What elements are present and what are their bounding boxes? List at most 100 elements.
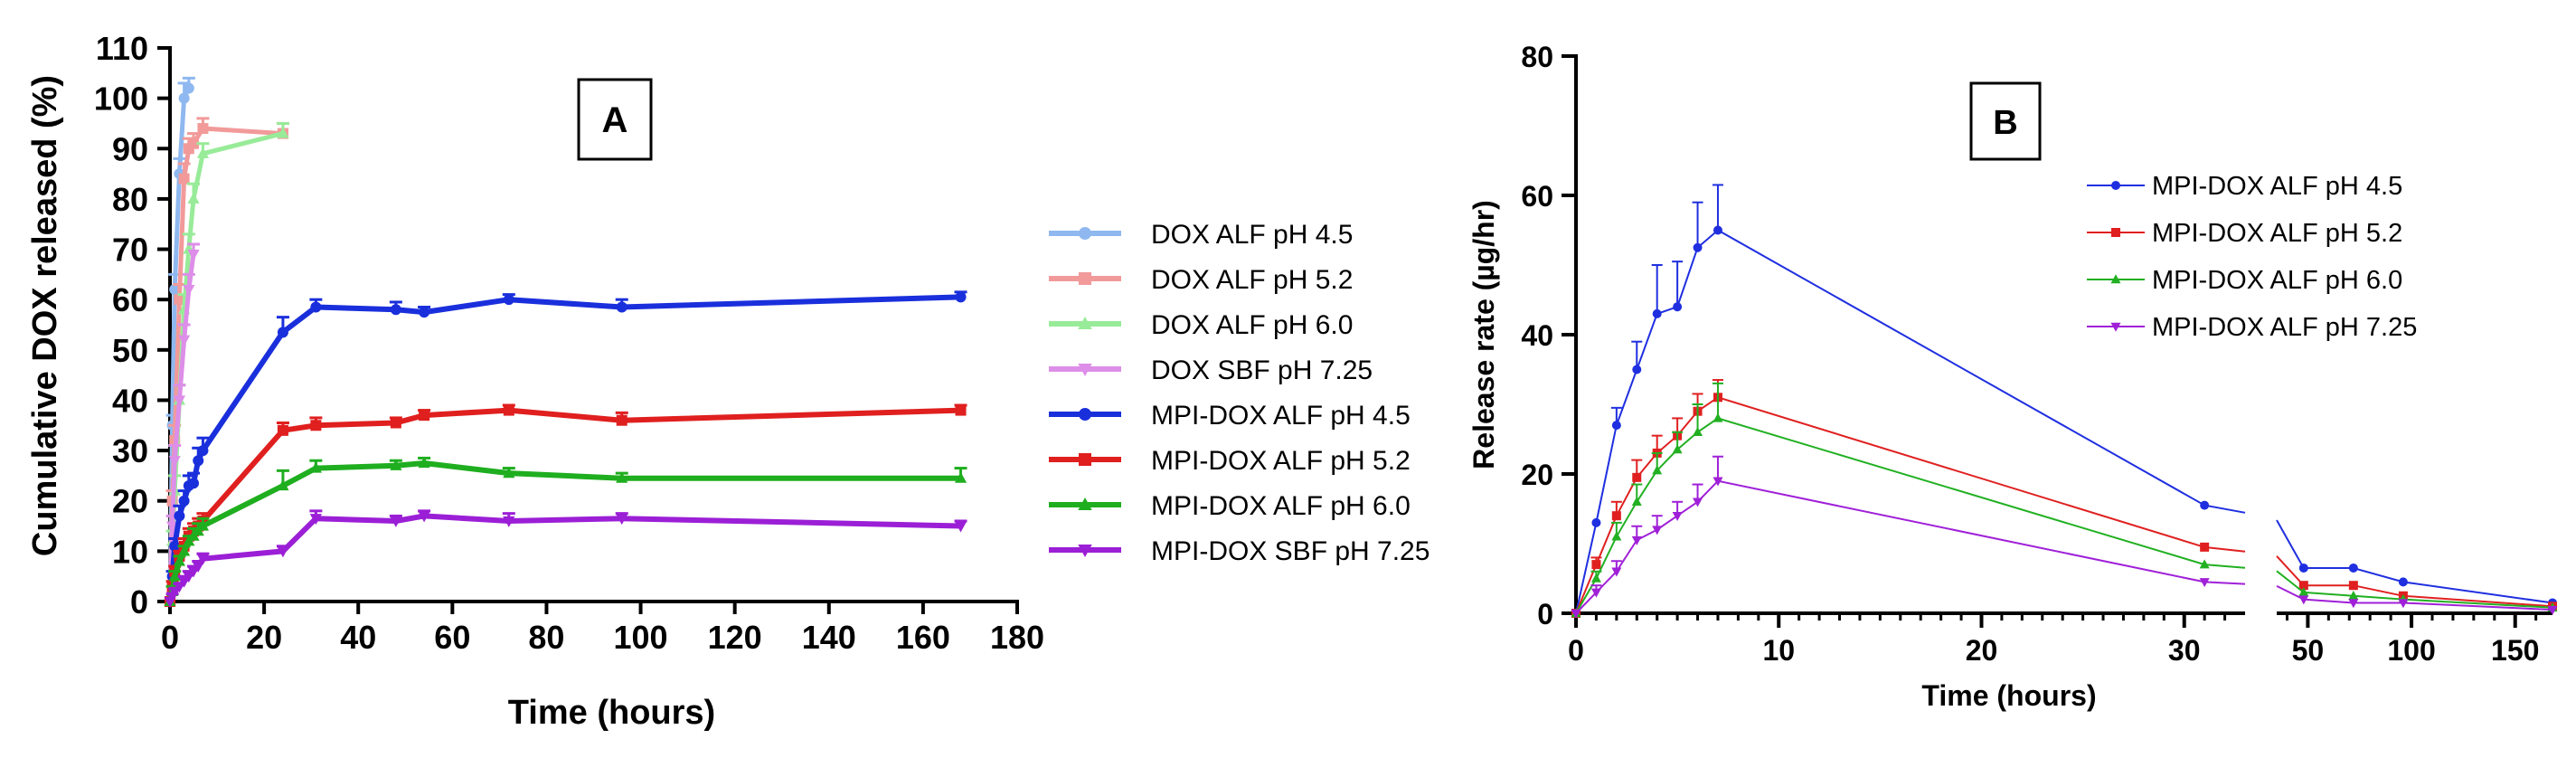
data-point-b: [1611, 421, 1621, 431]
y-tick-label-b: 80: [1521, 41, 1553, 73]
x-tick-label-b: 30: [2168, 634, 2201, 667]
data-point-a: [166, 521, 179, 533]
panel-b-label: B: [1993, 104, 2017, 142]
legend-a-marker: [1079, 227, 1091, 240]
series-b-line: [2276, 570, 2553, 609]
data-point-a: [310, 301, 322, 313]
y-tick-label-b: 20: [1521, 459, 1553, 491]
y-tick-label-a: 20: [112, 483, 148, 520]
x-tick-label-b: 50: [2292, 634, 2325, 667]
x-tick-label-a: 0: [161, 619, 179, 656]
y-axis-title-b: Release rate (µg/hr): [1467, 200, 1500, 469]
x-tick-label-a: 40: [340, 619, 376, 656]
x-tick-label-a: 180: [990, 619, 1044, 656]
data-point-b: [1571, 609, 1581, 619]
data-point-a: [277, 127, 289, 138]
legend-a-label: DOX ALF pH 6.0: [1151, 310, 1353, 340]
series-a-line: [167, 460, 961, 602]
legend-a-label: MPI-DOX ALF pH 4.5: [1151, 401, 1411, 431]
data-point-a: [419, 307, 430, 318]
y-tick-label-a: 60: [112, 281, 148, 318]
legend-a-marker: [1079, 453, 1091, 466]
data-point-a: [183, 284, 195, 296]
data-point-b: [2199, 578, 2210, 588]
data-point-a: [616, 301, 627, 313]
x-axis-title-b: Time (hours): [1921, 679, 2096, 712]
data-point-a: [503, 467, 515, 478]
data-point-b: [1713, 477, 1723, 487]
data-point-a: [390, 417, 401, 429]
legend-b-marker: [2110, 322, 2121, 332]
data-point-b: [1590, 573, 1601, 583]
data-point-a: [616, 471, 628, 483]
data-point-b: [2348, 581, 2358, 591]
data-point-b: [2348, 591, 2359, 600]
legend-a-label: MPI-DOX SBF pH 7.25: [1151, 536, 1430, 566]
series-b-line: [1575, 229, 2246, 614]
y-tick-label-a: 110: [96, 30, 148, 67]
data-point-a: [309, 514, 322, 526]
data-point-a: [178, 173, 190, 185]
data-point-a: [955, 404, 967, 416]
x-tick-label-b: 150: [2491, 634, 2539, 667]
series-b-0: [1571, 184, 2557, 618]
legend-b: MPI-DOX ALF pH 4.5 MPI-DOX ALF pH 5.2 MPI-…: [2087, 172, 2417, 342]
data-point-b: [2298, 595, 2309, 605]
legend-a-label: DOX ALF pH 5.2: [1151, 265, 1353, 295]
data-point-b: [2200, 500, 2210, 510]
x-axis-title-a: Time (hours): [508, 694, 715, 732]
data-point-a: [955, 291, 967, 303]
data-point-a: [168, 586, 181, 598]
series-b-3: [1571, 455, 2558, 619]
x-tick-label-a: 100: [614, 619, 668, 656]
y-axis-title-a: Cumulative DOX released (%): [26, 75, 64, 556]
data-point-b: [2547, 605, 2558, 615]
series-a-7: [164, 509, 967, 608]
data-point-a: [187, 250, 200, 261]
data-point-a: [197, 123, 209, 135]
legend-b-label: MPI-DOX ALF pH 6.0: [2152, 266, 2402, 295]
series-b-line: [2276, 519, 2553, 604]
data-point-a: [183, 572, 195, 583]
y-tick-label-a: 0: [130, 583, 148, 621]
data-point-a: [277, 479, 289, 491]
data-point-b: [1632, 365, 1642, 374]
series-a-line: [167, 294, 961, 602]
data-point-b: [2398, 577, 2408, 587]
data-point-b: [1611, 511, 1621, 521]
data-point-a: [390, 459, 402, 470]
y-tick-label-b: 0: [1537, 598, 1553, 630]
data-point-b: [2298, 587, 2309, 597]
data-point-a: [503, 294, 514, 306]
series-b-line: [1575, 479, 2246, 614]
data-point-b: [2348, 599, 2359, 609]
legend-a-marker: [1078, 316, 1092, 329]
x-tick-label-a: 80: [528, 619, 564, 656]
legend-a-marker: [1079, 272, 1091, 285]
x-tick-label-a: 60: [434, 619, 470, 656]
data-point-b: [1652, 308, 1662, 318]
data-point-b: [1591, 560, 1601, 570]
series-b-line: [1575, 417, 2246, 614]
data-point-b: [2398, 599, 2409, 609]
data-point-a: [169, 284, 181, 296]
data-point-a: [187, 566, 200, 578]
chart-panel-b: B 0 10 20 30 50 100 150 0 20 40 60 80 Time (hours) Re…: [1467, 41, 2558, 712]
y-tick-label-a: 80: [112, 181, 148, 218]
data-point-a: [178, 545, 191, 556]
data-point-a: [616, 414, 627, 426]
data-point-a: [178, 576, 191, 588]
legend-b-marker: [2111, 181, 2120, 190]
data-point-b: [1673, 302, 1683, 312]
y-tick-label-a: 50: [112, 332, 148, 369]
data-point-a: [174, 510, 185, 522]
legend-b-marker: [2110, 274, 2121, 284]
data-point-b: [1672, 511, 1683, 521]
data-point-b: [2348, 563, 2358, 573]
series-a-line: [167, 407, 961, 602]
x-tick-label-b: 20: [1966, 634, 1998, 667]
legend-a: DOX ALF pH 4.5 DOX ALF pH 5.2 DOX ALF pH 6…: [1049, 220, 1430, 566]
series-b-line: [1575, 396, 2246, 614]
data-point-a: [188, 137, 200, 149]
